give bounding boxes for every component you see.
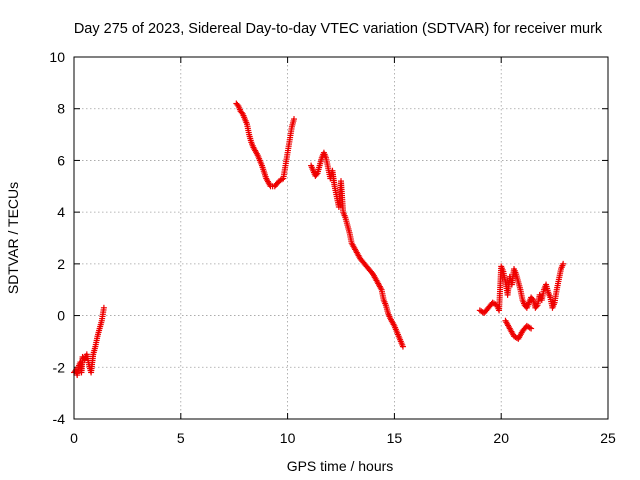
y-tick-label: 2 <box>57 256 65 272</box>
data-point <box>291 116 298 123</box>
y-tick-label: -4 <box>53 411 66 427</box>
grid-lines <box>74 57 608 419</box>
data-point-interp <box>238 109 245 116</box>
plot-frame <box>73 56 609 420</box>
y-tick-label: 6 <box>57 152 65 168</box>
data-point <box>528 325 535 332</box>
y-tick-label: 0 <box>57 308 65 324</box>
data-point-interp <box>533 303 540 310</box>
x-axis-label: GPS time / hours <box>287 458 394 474</box>
chart-title: Day 275 of 2023, Sidereal Day-to-day VTE… <box>74 21 603 37</box>
tick-labels: 0 5 10 15 20 25 -4 -2 0 2 4 6 8 10 <box>49 49 616 446</box>
x-tick-label: 20 <box>493 430 509 446</box>
data-point <box>560 260 567 267</box>
y-tick-label: -2 <box>53 359 66 375</box>
y-tick-label: 10 <box>49 49 65 65</box>
data-point <box>399 343 406 350</box>
axis-ticks <box>73 56 609 420</box>
y-axis-label: SDTVAR / TECUs <box>5 182 21 294</box>
data-point-interp <box>313 171 320 178</box>
data-points <box>71 100 567 379</box>
x-tick-label: 5 <box>177 430 185 446</box>
data-point-interp <box>234 101 241 108</box>
x-tick-label: 25 <box>600 430 616 446</box>
x-tick-label: 15 <box>387 430 403 446</box>
y-tick-label: 4 <box>57 204 65 220</box>
data-point <box>100 304 107 311</box>
y-tick-label: 8 <box>57 101 65 117</box>
x-tick-label: 0 <box>70 430 78 446</box>
data-point-interp <box>529 295 536 302</box>
x-tick-label: 10 <box>280 430 296 446</box>
